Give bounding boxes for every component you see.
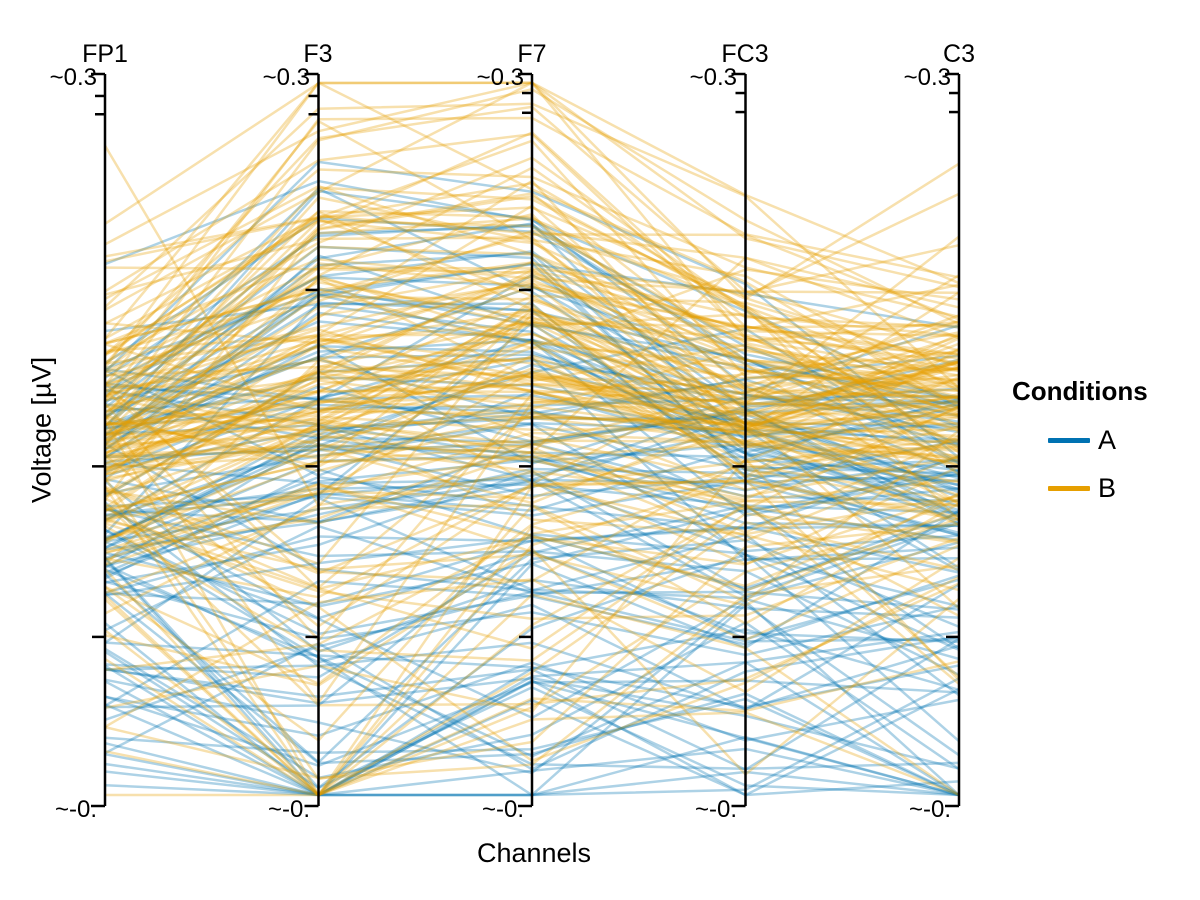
- y-axis-label: Voltage [µV]: [26, 356, 57, 504]
- axis-min-label-fc3: ~-0.: [694, 796, 737, 823]
- condition-b-line-swatch: [1048, 486, 1090, 491]
- axis-title-fc3: FC3: [721, 40, 769, 68]
- condition-a-line-swatch: [1048, 438, 1090, 443]
- axis-title-f7: F7: [517, 40, 547, 68]
- axis-min-label-f3: ~-0.: [267, 796, 310, 823]
- axis-title-f3: F3: [303, 40, 333, 68]
- axis-max-label-c3: ~0.3: [903, 64, 951, 91]
- axis-min-label-f7: ~-0.: [481, 796, 524, 823]
- axis-min-label-fp1: ~-0.: [54, 796, 97, 823]
- axis-title-fp1: FP1: [82, 40, 128, 68]
- x-axis-label: Channels: [476, 838, 592, 868]
- axis-max-label-fp1: ~0.3: [49, 64, 97, 91]
- legend-label-a: A: [1098, 425, 1117, 455]
- axis-max-label-fc3: ~0.3: [689, 64, 737, 91]
- axis-max-label-f3: ~0.3: [262, 64, 310, 91]
- axis-min-label-c3: ~-0.: [908, 796, 951, 823]
- axis-title-c3: C3: [943, 40, 975, 68]
- legend-title: Conditions: [1012, 376, 1148, 406]
- axis-max-label-f7: ~0.3: [476, 64, 524, 91]
- legend-label-b: B: [1098, 473, 1117, 503]
